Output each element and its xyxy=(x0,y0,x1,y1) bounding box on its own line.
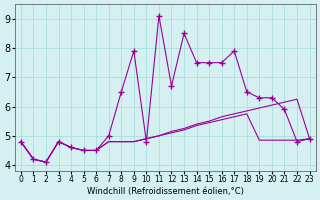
X-axis label: Windchill (Refroidissement éolien,°C): Windchill (Refroidissement éolien,°C) xyxy=(87,187,244,196)
